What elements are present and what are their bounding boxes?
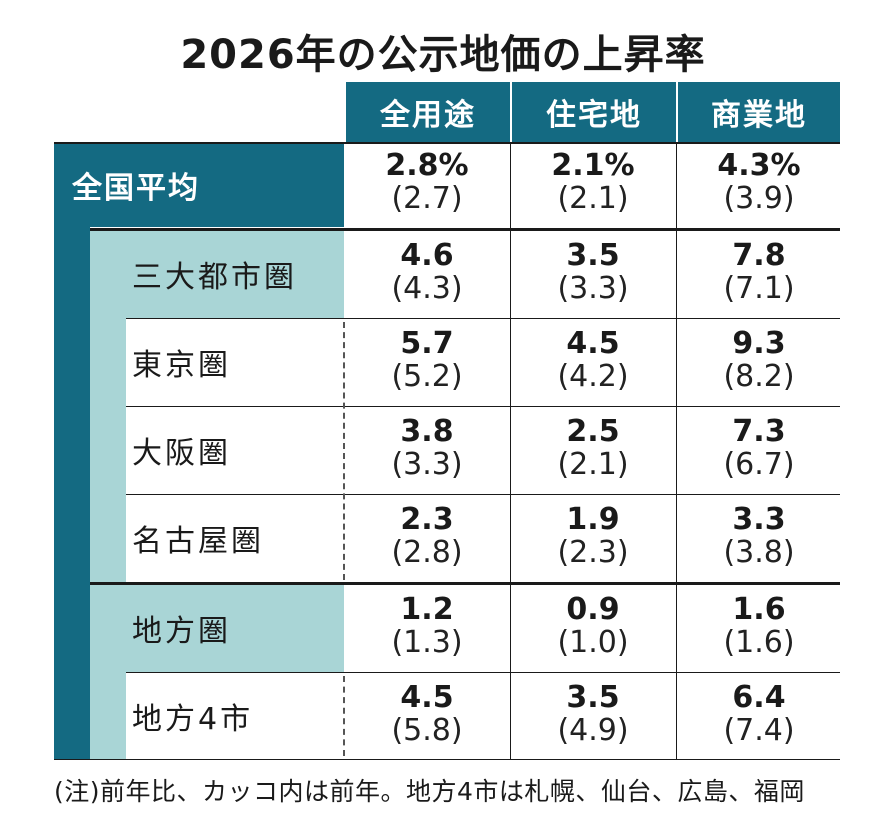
table-cell: 0.9 (1.0) (510, 584, 676, 672)
value-previous: (6.7) (723, 447, 795, 482)
table-cell: 2.3 (2.8) (344, 494, 510, 582)
table-cell: 1.9 (2.3) (510, 494, 676, 582)
value-current: 3.3 (732, 502, 786, 537)
value-previous: (3.3) (391, 447, 463, 482)
value-previous: (2.1) (557, 181, 629, 216)
row-label-tokyo: 東京圏 (132, 348, 231, 383)
table-cell: 7.3 (6.7) (676, 406, 842, 494)
table-cell: 1.6 (1.6) (676, 584, 842, 672)
table-cell: 4.6 (4.3) (344, 230, 510, 318)
three-metro-strip (90, 318, 126, 582)
dashed-separator (343, 676, 345, 756)
value-current: 6.4 (732, 680, 786, 715)
value-previous: (2.8) (391, 535, 463, 570)
row-label-regional: 地方圏 (132, 614, 231, 649)
value-current: 1.9 (566, 502, 620, 537)
value-previous: (5.8) (391, 713, 463, 748)
value-previous: (4.3) (391, 271, 463, 306)
national-residential-cell: 2.1% (2.1) (510, 140, 676, 228)
table-cell: 9.3 (8.2) (676, 318, 842, 406)
value-previous: (3.9) (723, 181, 795, 216)
value-current: 1.6 (732, 592, 786, 627)
national-all-uses-cell: 2.8% (2.7) (344, 140, 510, 228)
rule-row (126, 494, 840, 495)
table-cell: 1.2 (1.3) (344, 584, 510, 672)
table-cell: 6.4 (7.4) (676, 672, 842, 760)
rule-header-bottom (54, 142, 840, 144)
value-previous: (5.2) (391, 359, 463, 394)
value-current: 4.5 (566, 326, 620, 361)
value-previous: (3.8) (723, 535, 795, 570)
page-title: 2026年の公示地価の上昇率 (180, 32, 706, 78)
column-header-commercial: 商業地 (678, 82, 840, 142)
rule-row (126, 406, 840, 407)
table-cell: 3.5 (3.3) (510, 230, 676, 318)
dashed-separator (343, 322, 345, 580)
table-cell: 4.5 (4.2) (510, 318, 676, 406)
value-current: 4.5 (400, 680, 454, 715)
value-previous: (3.3) (557, 271, 629, 306)
value-current: 1.2 (400, 592, 454, 627)
row-label-three-metro: 三大都市圏 (132, 260, 297, 295)
national-commercial-cell: 4.3% (3.9) (676, 140, 842, 228)
three-metro-label-bg (90, 230, 344, 318)
rule-table-bottom (54, 759, 840, 760)
national-average-label: 全国平均 (54, 143, 344, 227)
value-current: 4.3% (717, 148, 801, 183)
value-current: 3.8 (400, 414, 454, 449)
value-previous: (8.2) (723, 359, 795, 394)
footnote: (注)前年比、カッコ内は前年。地方4市は札幌、仙台、広島、福岡 (54, 777, 805, 806)
value-previous: (4.9) (557, 713, 629, 748)
value-current: 0.9 (566, 592, 620, 627)
row-label-nagoya: 名古屋圏 (132, 524, 264, 559)
value-previous: (1.0) (557, 625, 629, 660)
table-cell: 3.5 (4.9) (510, 672, 676, 760)
column-header-all-uses: 全用途 (346, 82, 510, 142)
national-average-strip (54, 227, 90, 759)
value-previous: (2.1) (557, 447, 629, 482)
value-previous: (7.1) (723, 271, 795, 306)
table-cell: 7.8 (7.1) (676, 230, 842, 318)
value-previous: (1.6) (723, 625, 795, 660)
value-current: 2.3 (400, 502, 454, 537)
row-label-regional-four-cities: 地方4市 (132, 702, 254, 737)
table-cell: 4.5 (5.8) (344, 672, 510, 760)
row-label-osaka: 大阪圏 (132, 436, 231, 471)
rule-group-divider (90, 582, 840, 585)
table-cell: 5.7 (5.2) (344, 318, 510, 406)
value-current: 9.3 (732, 326, 786, 361)
column-separator (676, 143, 677, 759)
value-current: 7.8 (732, 238, 786, 273)
regional-strip (90, 672, 126, 759)
value-current: 4.6 (400, 238, 454, 273)
value-previous: (4.2) (557, 359, 629, 394)
value-current: 2.8% (385, 148, 469, 183)
rule-national-bottom (90, 228, 840, 231)
value-previous: (1.3) (391, 625, 463, 660)
column-separator (510, 143, 511, 759)
table-cell: 2.5 (2.1) (510, 406, 676, 494)
table-cell: 3.3 (3.8) (676, 494, 842, 582)
value-previous: (2.3) (557, 535, 629, 570)
value-current: 3.5 (566, 680, 620, 715)
table-cell: 3.8 (3.3) (344, 406, 510, 494)
value-current: 2.1% (551, 148, 635, 183)
value-current: 5.7 (400, 326, 454, 361)
rule-row (126, 672, 840, 673)
value-previous: (7.4) (723, 713, 795, 748)
column-header-residential: 住宅地 (512, 82, 676, 142)
value-current: 7.3 (732, 414, 786, 449)
rule-row (126, 318, 840, 319)
value-current: 2.5 (566, 414, 620, 449)
value-current: 3.5 (566, 238, 620, 273)
value-previous: (2.7) (391, 181, 463, 216)
regional-label-bg (90, 584, 344, 672)
